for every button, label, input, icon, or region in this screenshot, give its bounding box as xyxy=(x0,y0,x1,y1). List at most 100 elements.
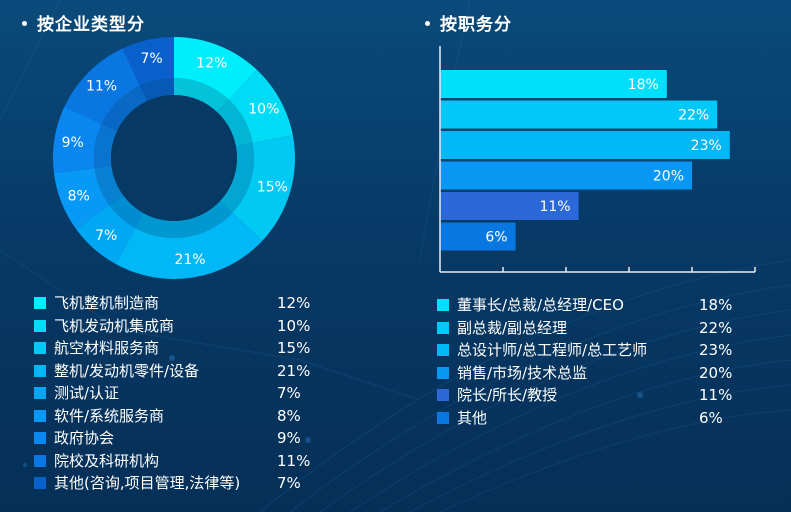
legend-label: 院长/所长/教授 xyxy=(457,386,558,404)
legend-swatch-icon xyxy=(437,389,449,401)
legend-item: 飞机整机制造商 12% xyxy=(34,292,354,315)
donut-slice-label: 9% xyxy=(62,135,84,151)
legend-label: 航空材料服务商 xyxy=(54,339,160,357)
legend-item: 飞机发动机集成商 10% xyxy=(34,315,354,338)
legend-value: 9% xyxy=(277,429,301,447)
donut-slice-label: 15% xyxy=(257,180,288,196)
legend-value: 22% xyxy=(699,318,733,337)
bar xyxy=(440,161,692,190)
legend-value: 18% xyxy=(699,296,733,314)
legend-swatch-icon xyxy=(34,409,46,422)
section-title-position: 按职务分 xyxy=(425,10,512,35)
legend-value: 7% xyxy=(277,384,301,402)
legend-item: 副总裁/副总经理 22% xyxy=(437,317,757,340)
legend-value: 6% xyxy=(699,408,723,427)
legend-value: 11% xyxy=(699,386,733,404)
legend-value: 21% xyxy=(277,361,311,380)
donut-inner-band xyxy=(94,165,124,206)
bar-label: 23% xyxy=(691,138,722,154)
legend-label: 其他 xyxy=(457,408,488,427)
donut-inner-band xyxy=(101,85,148,132)
legend-item: 软件/系统服务商 8% xyxy=(34,405,354,428)
donut-inner-band xyxy=(135,201,233,239)
donut-inner-band xyxy=(139,78,174,101)
donut-slice xyxy=(232,135,295,241)
donut-slice-label: 7% xyxy=(141,51,163,67)
legend-enterprise-type: 飞机整机制造商 12% 飞机发动机集成商 10% 航空材料服务商 15% 整机/发动机零件/… xyxy=(34,292,354,495)
legend-item: 政府协会 9% xyxy=(34,427,354,450)
legend-label: 软件/系统服务商 xyxy=(54,406,165,425)
donut-slice xyxy=(76,205,136,265)
legend-label: 董事长/总裁/总经理/CEO xyxy=(457,296,624,314)
bar-chart: 18% 22% 23% 20% 11% 6% xyxy=(439,46,756,273)
legend-swatch-icon xyxy=(34,319,46,332)
bar-label: 22% xyxy=(678,108,709,124)
bar xyxy=(440,100,718,129)
legend-swatch-icon xyxy=(34,342,46,354)
bar-label: 11% xyxy=(539,199,570,215)
bar xyxy=(440,192,579,220)
legend-swatch-icon xyxy=(437,411,449,424)
donut-inner-band xyxy=(109,195,144,229)
legend-swatch-icon xyxy=(34,454,46,467)
donut-inner-band xyxy=(217,99,253,147)
donut-slice xyxy=(122,37,174,86)
donut-hole xyxy=(111,95,237,221)
bar-label: 6% xyxy=(485,230,507,246)
legend-swatch-icon xyxy=(437,321,449,334)
legend-item: 整机/发动机零件/设备 21% xyxy=(34,360,354,383)
bullet-icon xyxy=(425,20,430,26)
legend-item: 董事长/总裁/总经理/CEO 18% xyxy=(437,294,757,317)
donut-slice xyxy=(115,212,263,279)
legend-value: 15% xyxy=(277,339,311,357)
bullet-icon xyxy=(22,20,27,26)
title-text: 按企业类型分 xyxy=(37,15,145,35)
legend-label: 总设计师/总工程师/总工艺师 xyxy=(457,341,648,359)
bar-label: 20% xyxy=(653,169,684,185)
legend-value: 12% xyxy=(277,294,311,312)
legend-label: 飞机整机制造商 xyxy=(54,294,160,312)
legend-label: 测试/认证 xyxy=(54,384,120,402)
donut-slice xyxy=(174,37,257,100)
donut-chart: 12% 10% 15% 21% 7% 8% 9% 11% 7% xyxy=(53,37,295,279)
legend-label: 飞机发动机集成商 xyxy=(54,316,175,335)
donut-slice-label: 11% xyxy=(86,79,117,95)
legend-item: 测试/认证 7% xyxy=(34,382,354,405)
legend-label: 副总裁/副总经理 xyxy=(457,318,568,337)
legend-swatch-icon xyxy=(34,477,46,489)
legend-swatch-icon xyxy=(437,344,449,356)
donut-inner-band xyxy=(174,78,229,113)
bar xyxy=(440,131,730,159)
legend-value: 23% xyxy=(699,341,733,359)
donut-slice-label: 8% xyxy=(68,189,90,205)
legend-swatch-icon xyxy=(34,387,46,399)
donut-inner-band xyxy=(219,143,254,213)
donut-slice-label: 21% xyxy=(174,252,205,268)
donut-inner-band xyxy=(94,123,117,169)
legend-item: 院校及科研机构 11% xyxy=(34,450,354,473)
title-text: 按职务分 xyxy=(440,15,512,35)
legend-value: 7% xyxy=(277,474,301,492)
legend-swatch-icon xyxy=(34,364,46,377)
legend-value: 20% xyxy=(699,363,733,382)
legend-value: 8% xyxy=(277,406,301,425)
legend-swatch-icon xyxy=(437,299,449,311)
legend-item: 总设计师/总工程师/总工艺师 23% xyxy=(437,339,757,362)
legend-label: 其他(咨询,项目管理,法律等) xyxy=(54,474,241,492)
bar-label: 18% xyxy=(628,77,659,93)
donut-slice xyxy=(53,106,102,174)
legend-label: 整机/发动机零件/设备 xyxy=(54,361,200,380)
donut-slice xyxy=(64,48,140,124)
legend-swatch-icon xyxy=(437,366,449,379)
legend-value: 10% xyxy=(277,316,311,335)
legend-swatch-icon xyxy=(34,432,46,444)
legend-position: 董事长/总裁/总经理/CEO 18% 副总裁/副总经理 22% 总设计师/总工程师/总工… xyxy=(437,294,757,429)
legend-item: 院长/所长/教授 11% xyxy=(437,384,757,407)
donut-slice xyxy=(53,168,110,230)
legend-value: 11% xyxy=(277,451,311,470)
legend-label: 销售/市场/技术总监 xyxy=(457,363,588,382)
legend-label: 院校及科研机构 xyxy=(54,451,160,470)
donut-slice-label: 7% xyxy=(95,228,117,244)
bar xyxy=(440,70,667,98)
